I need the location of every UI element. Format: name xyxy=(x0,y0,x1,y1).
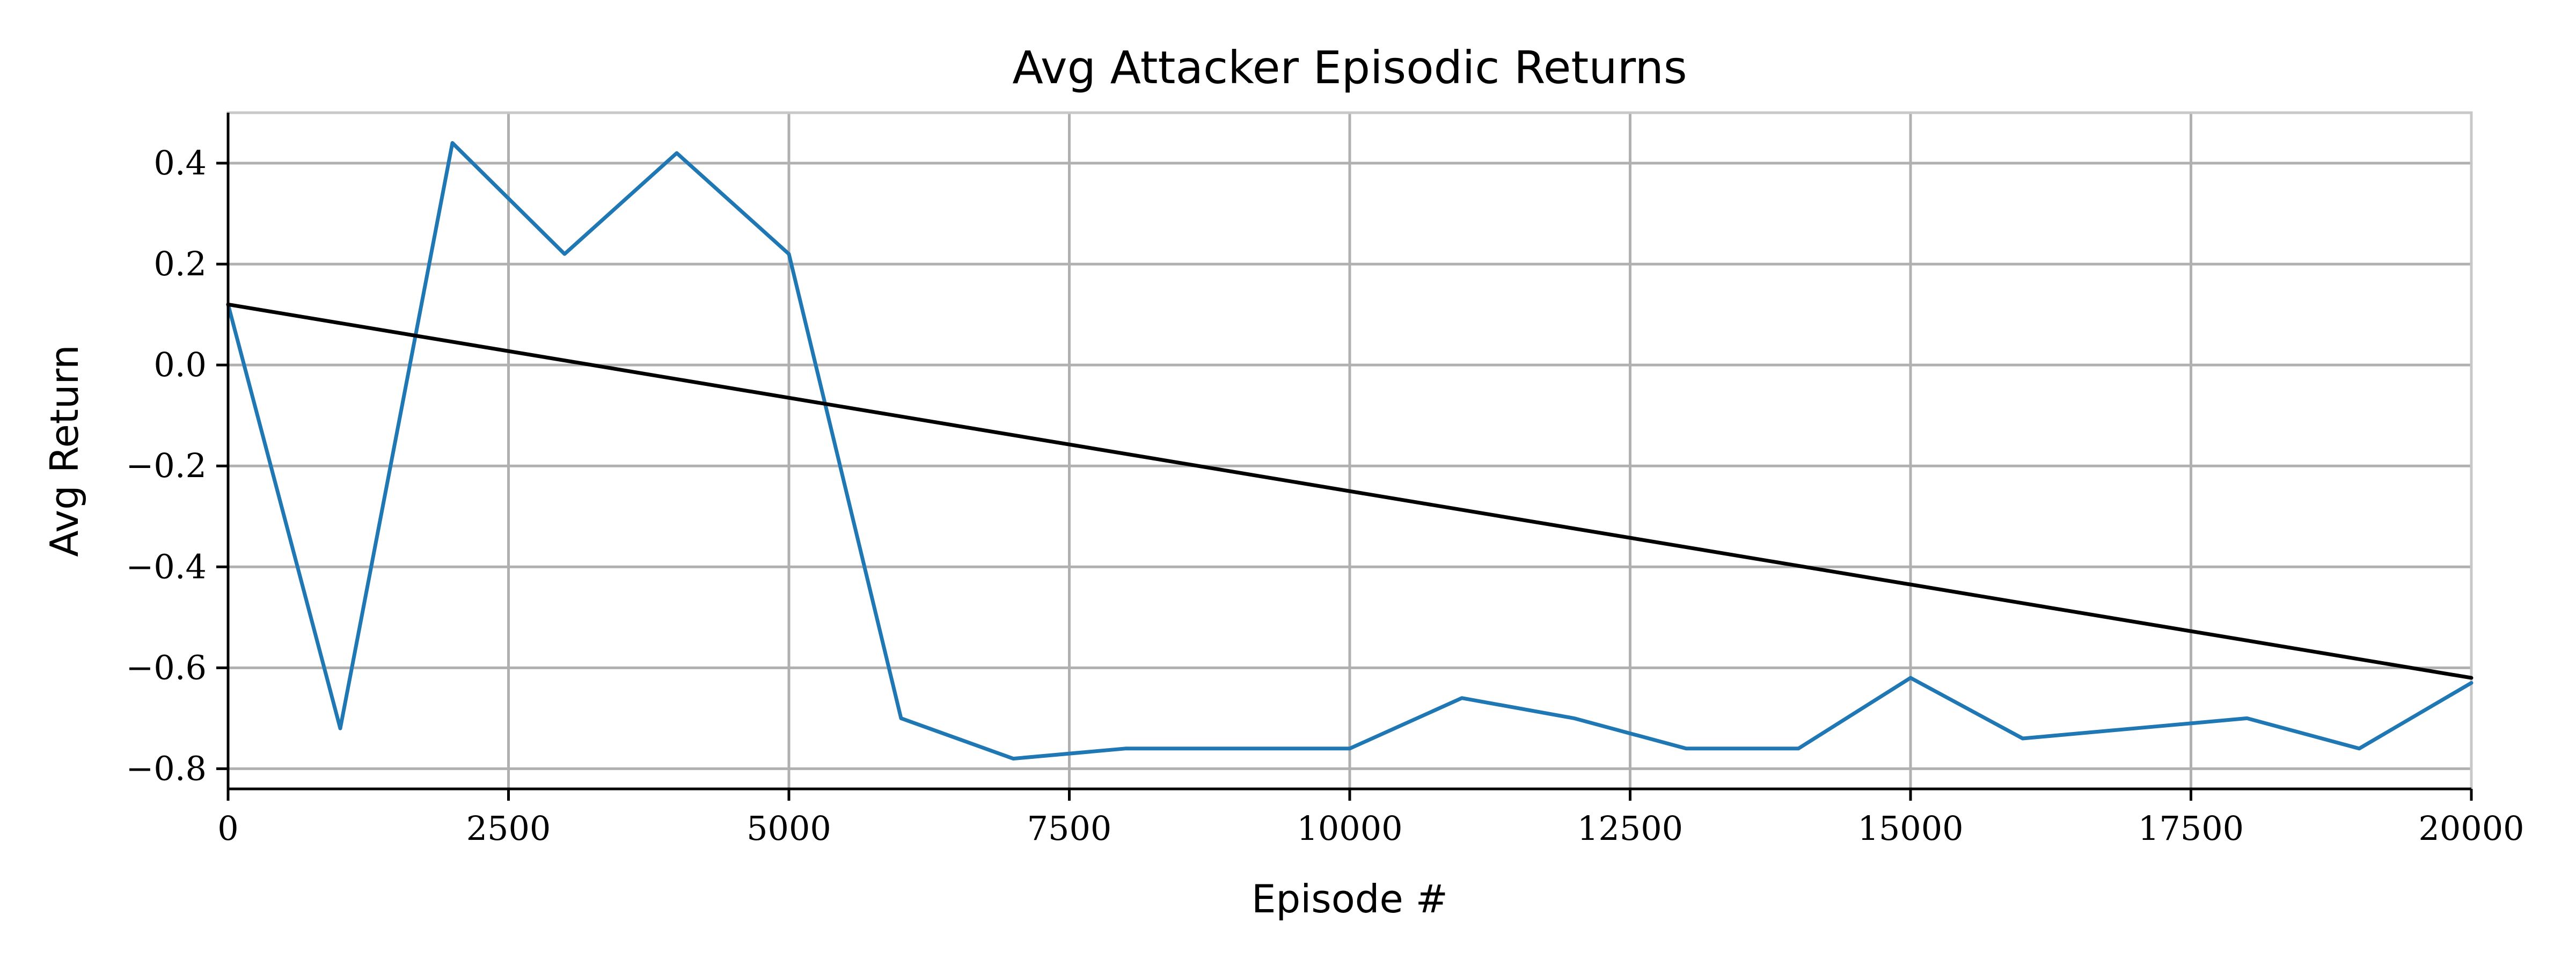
x-tick-label: 17500 xyxy=(2138,809,2244,848)
x-tick-label: 5000 xyxy=(747,809,831,848)
chart-title: Avg Attacker Episodic Returns xyxy=(1012,41,1687,94)
y-tick-label: 0.2 xyxy=(153,244,207,283)
series-line-returns xyxy=(226,141,2473,761)
x-tick-label: 7500 xyxy=(1027,809,1112,848)
axes xyxy=(216,113,2473,801)
series-line-trend xyxy=(226,302,2473,680)
x-tick-label: 15000 xyxy=(1857,809,1963,848)
y-tick-label: −0.2 xyxy=(126,446,207,485)
x-axis-label: Episode # xyxy=(1252,876,1448,921)
y-tick-label: 0.4 xyxy=(153,143,207,182)
x-tick-label: 0 xyxy=(217,809,238,848)
x-tick-label: 12500 xyxy=(1577,809,1683,848)
grid-lines xyxy=(228,113,2473,789)
y-tick-label: −0.8 xyxy=(126,749,207,788)
x-tick-label: 10000 xyxy=(1297,809,1402,848)
series-layer xyxy=(226,141,2473,761)
x-tick-label: 2500 xyxy=(466,809,551,848)
y-axis-label: Avg Return xyxy=(42,345,87,557)
y-tick-label: −0.6 xyxy=(126,648,207,687)
x-tick-label: 20000 xyxy=(2418,809,2524,848)
y-tick-label: 0.0 xyxy=(153,345,207,384)
tick-labels: 0 2500 5000 7500 10000 12500 15000 17500 20000 0.… xyxy=(126,143,2524,848)
y-tick-label: −0.4 xyxy=(126,547,207,586)
